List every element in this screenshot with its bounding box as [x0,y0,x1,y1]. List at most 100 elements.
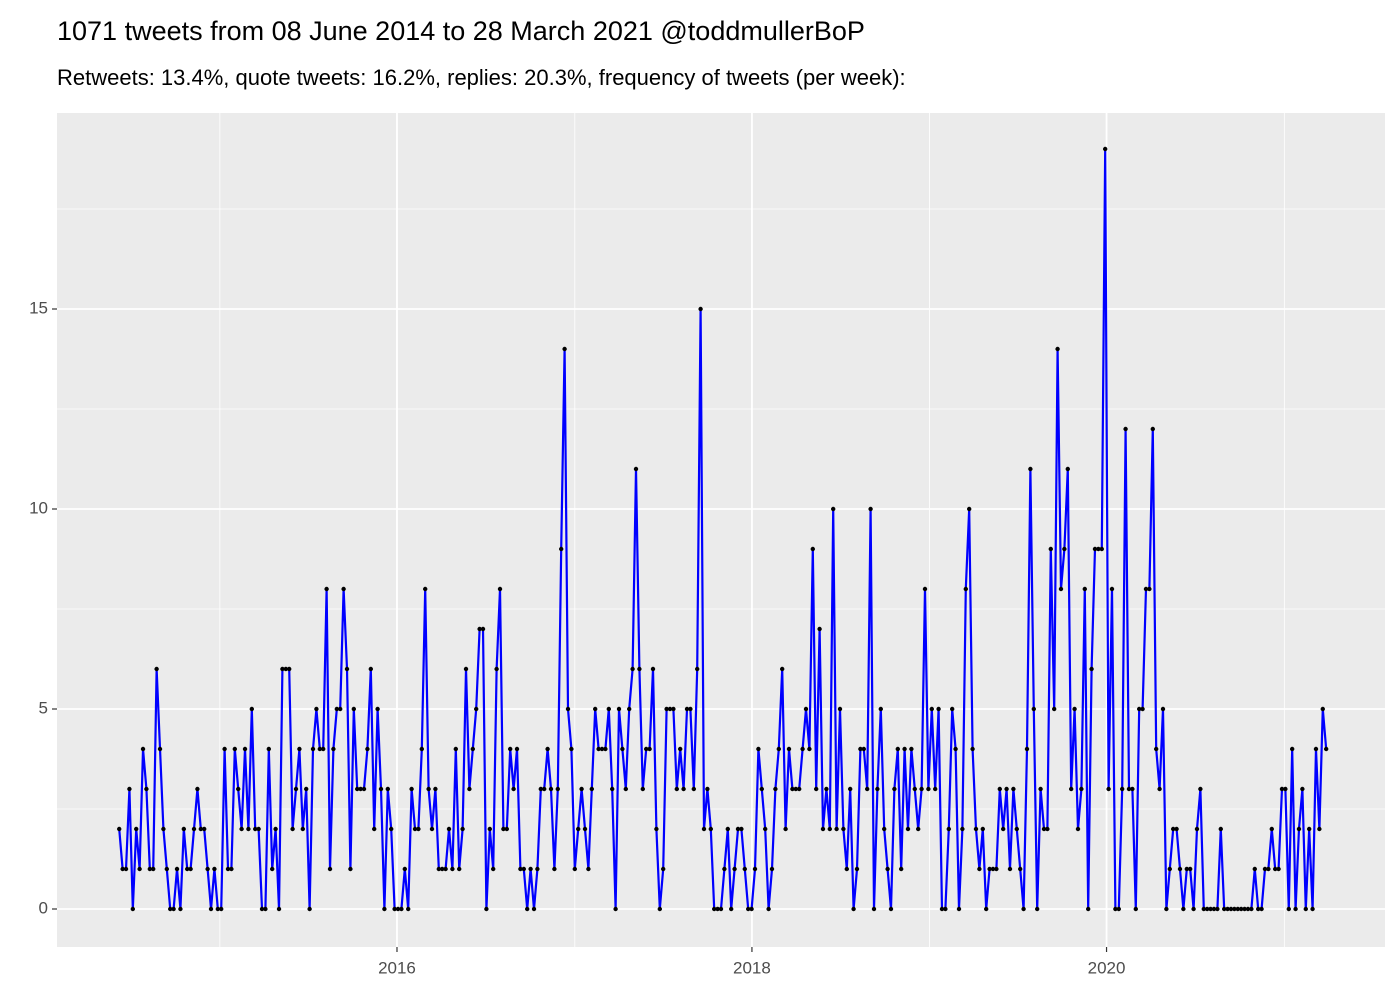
data-point [773,786,778,792]
data-point [525,906,530,912]
data-point [474,706,479,712]
data-point [259,906,265,912]
data-point [1255,906,1261,912]
data-point [443,866,448,872]
data-point [684,706,690,712]
data-point [664,706,669,712]
data-point [559,546,564,552]
data-point [531,906,537,912]
data-point [1014,826,1019,832]
data-point [830,506,836,512]
data-point [671,706,676,712]
data-point [1221,906,1227,912]
data-point [202,826,207,832]
data-point [178,906,183,912]
data-point [310,746,316,752]
data-point [511,786,516,792]
data-point [314,706,319,712]
data-point [885,866,890,872]
data-point [1007,866,1013,872]
data-point [701,826,707,832]
data-point [654,826,659,832]
data-point [185,866,190,872]
y-tick-label: 0 [39,898,48,917]
data-point [817,626,822,632]
data-point [837,706,843,712]
data-point [1085,906,1091,912]
data-point [735,826,741,832]
data-point [1187,866,1193,872]
data-point [1136,706,1142,712]
data-point [416,826,421,832]
data-point [1133,906,1138,912]
data-point [246,826,251,832]
data-point [1181,906,1186,912]
data-point [1089,666,1094,672]
data-point [620,746,625,752]
data-point [943,906,948,912]
data-point [1004,786,1009,792]
data-point [1242,906,1247,912]
data-point [1147,586,1152,592]
data-point [1041,826,1047,832]
data-point [715,906,720,912]
data-point [909,746,914,752]
data-point [168,906,173,912]
data-point [1259,906,1264,912]
data-point [599,746,605,752]
data-point [783,826,788,832]
plot-panel [57,113,1385,947]
data-point [1245,906,1251,912]
data-point [929,706,934,712]
data-point [120,866,125,872]
data-point [1017,866,1023,872]
data-point [501,826,506,832]
data-point [215,906,221,912]
data-point [871,906,877,912]
data-point [117,826,122,832]
data-point [1208,906,1213,912]
data-point [399,906,404,912]
data-point [191,826,197,832]
data-point [446,826,452,832]
data-point [1249,906,1254,912]
data-point [1051,706,1057,712]
x-tick-label: 2018 [733,958,771,977]
data-point [966,506,972,512]
data-point [705,786,710,792]
data-point [667,706,673,712]
data-point [956,906,962,912]
data-point [851,906,856,912]
data-point [572,866,578,872]
data-point [147,866,153,872]
data-point [409,786,414,792]
data-point [722,866,727,872]
data-point [695,666,700,672]
data-point [926,786,931,792]
data-point [1096,546,1101,552]
data-point [970,746,975,752]
data-point [1238,906,1244,912]
data-point [712,906,717,912]
data-point [606,706,612,712]
data-point [514,746,520,752]
data-point [688,706,693,712]
data-point [977,866,982,872]
data-point [229,866,234,872]
data-point [661,866,666,872]
data-point [1038,786,1043,792]
data-point [395,906,401,912]
data-point [739,826,744,832]
data-point [552,866,557,872]
data-point [157,746,163,752]
data-point [987,866,992,872]
data-point [1031,706,1036,712]
data-point [633,466,639,472]
data-point [266,746,272,752]
data-point [565,706,571,712]
data-point [161,826,166,832]
data-point [1160,706,1166,712]
data-point [623,786,629,792]
data-point [745,906,751,912]
